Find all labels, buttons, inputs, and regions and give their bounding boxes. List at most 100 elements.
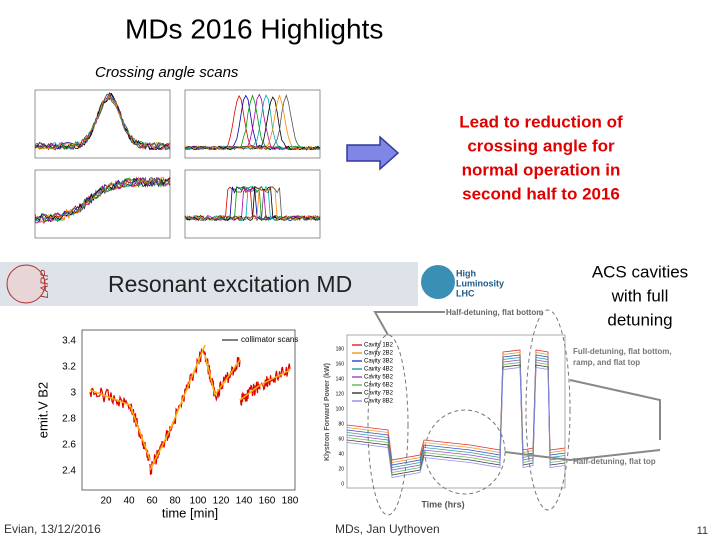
x-tick-label: 60 [146, 496, 158, 507]
fit-line [129, 404, 151, 461]
crossing-angle-plots [34, 89, 321, 239]
x-axis-label: time [min] [162, 505, 218, 520]
panel-curve [184, 186, 321, 222]
y-tick-label: 120 [336, 391, 345, 397]
legend-entry: Cavity 3B2 [364, 359, 394, 365]
y-tick-label: 3.4 [62, 336, 76, 347]
y-tick-label: 2.8 [62, 414, 76, 425]
callout-line: Lead to reduction of [459, 112, 623, 131]
x-tick-label: 80 [169, 496, 181, 507]
callout-line: normal operation in [462, 160, 621, 179]
y-tick-label: 3.2 [62, 362, 76, 373]
banner [0, 262, 418, 306]
slide-title: MDs 2016 Highlights [125, 13, 383, 44]
panel-curve [184, 94, 321, 151]
acs-note: ACS cavities with full detuning [592, 262, 688, 329]
connector [569, 379, 661, 440]
y-axis-label: emit.V B2 [35, 382, 50, 438]
legend-entry: Cavity 1B2 [364, 343, 394, 349]
panel-curve [184, 185, 321, 222]
x-tick-label: 140 [236, 496, 253, 507]
legend-entry: Cavity 6B2 [364, 383, 394, 389]
power-curve [346, 362, 566, 473]
callout-line: crossing angle for [467, 136, 615, 155]
annotation: Full-detuning, flat bottom, ramp, and fla… [573, 347, 672, 367]
y-tick-label: 80 [338, 421, 344, 427]
annotation: Half-detuning, flat top [573, 457, 656, 466]
y-tick-label: 140 [336, 376, 345, 382]
y-tick-label: 40 [338, 451, 344, 457]
hl-line: High [456, 268, 476, 278]
panel-curve [184, 185, 321, 222]
legend-entry: Cavity 7B2 [364, 391, 394, 397]
hl-logo [421, 265, 455, 299]
annotation: Half-detuning, flat bottom [446, 308, 543, 317]
legend-entry: collimator scans [241, 335, 298, 344]
fit-line [214, 359, 241, 396]
connector [373, 311, 445, 336]
power-curve [346, 367, 566, 478]
fit-line [204, 354, 216, 396]
power-curve [346, 349, 566, 461]
page-number: 11 [697, 525, 708, 537]
power-curve [346, 354, 566, 466]
acs-line: ACS cavities [592, 262, 688, 281]
fit-line [259, 369, 291, 386]
scatter-noise [239, 381, 261, 406]
acs-line: with full [611, 286, 669, 305]
connector [504, 449, 661, 462]
panel-curve [34, 176, 171, 225]
hl-line: LHC [456, 288, 475, 298]
fit-line [169, 344, 206, 431]
panel-curve [34, 177, 171, 223]
fit-line [239, 384, 261, 401]
x-tick-label: 40 [123, 496, 135, 507]
plot-frame [81, 329, 296, 491]
callout-line: second half to 2016 [462, 184, 620, 203]
highlight-ellipse [367, 334, 409, 516]
panel-curve [184, 186, 321, 222]
panel-frame [184, 169, 321, 239]
arrow [346, 135, 400, 171]
y-tick-label: 160 [336, 361, 345, 367]
panel-curve [34, 94, 171, 151]
x-tick-label: 100 [190, 496, 207, 507]
subtitle: Crossing angle scans [95, 64, 239, 81]
legend-entry: Cavity 2B2 [364, 351, 394, 357]
panel-curve [184, 94, 321, 151]
panel-curve [34, 92, 171, 151]
legend-entry: Cavity 5B2 [364, 375, 394, 381]
x-tick-label: 160 [259, 496, 276, 507]
legend-entry: Cavity 4B2 [364, 367, 394, 373]
banner-title: Resonant excitation MD [108, 271, 352, 297]
y-tick-label: 2.6 [62, 440, 76, 451]
x-tick-label: 120 [213, 496, 230, 507]
y-tick-label: 60 [338, 436, 344, 442]
legend-entry: Cavity 8B2 [364, 399, 394, 405]
panel-curve [34, 176, 171, 223]
highlight-ellipse [525, 309, 571, 511]
x-tick-label: 180 [282, 496, 299, 507]
y-tick-label: 180 [336, 346, 345, 352]
x-axis-label: Time (hrs) [421, 499, 464, 509]
footer-center: MDs, Jan Uythoven [335, 522, 440, 536]
power-curve [346, 359, 566, 471]
x-tick-label: 20 [100, 496, 112, 507]
larp-text: LARP [39, 269, 51, 298]
callout: Lead to reduction of crossing angle for no… [459, 112, 623, 203]
y-axis-label: Klystron Forward Power (kW) [324, 363, 331, 461]
footer-left: Evian, 13/12/2016 [4, 522, 101, 536]
power-curve [346, 352, 566, 463]
klystron-plot: 0 20 40 60 80 100 120 140 160 180 Klystron Forward… [324, 308, 672, 516]
hl-line: Luminosity [456, 278, 504, 288]
panel-curve [34, 93, 171, 151]
y-tick-label: 3 [70, 388, 76, 399]
y-tick-label: 0 [341, 481, 344, 487]
acs-line: detuning [607, 310, 672, 329]
power-curve [346, 357, 566, 468]
y-tick-label: 20 [338, 466, 344, 472]
y-tick-label: 100 [336, 406, 345, 412]
emittance-plot: 2.4 2.6 2.8 3 3.2 3.4 20 40 60 80 100 120 140 160 180 e… [35, 329, 299, 520]
